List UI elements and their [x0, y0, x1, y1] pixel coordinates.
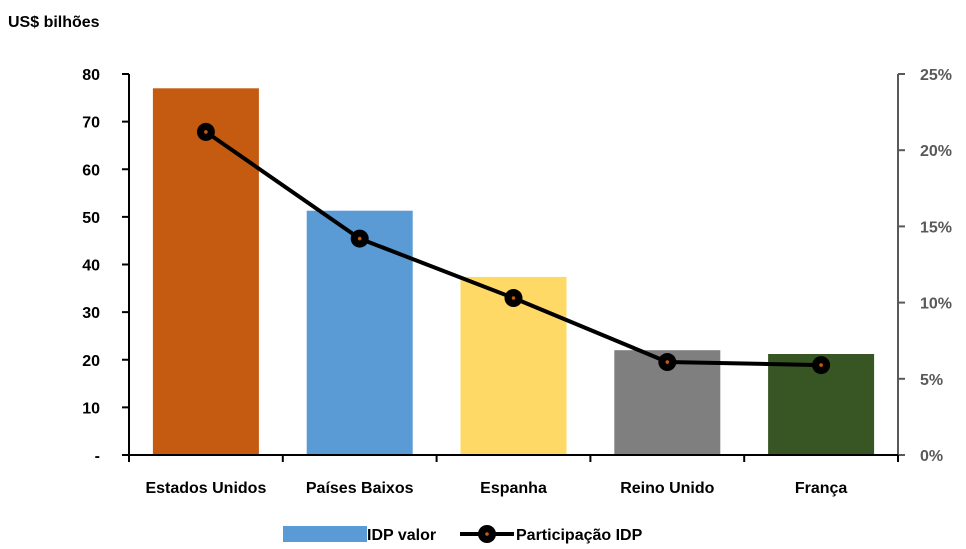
right-axis-tick-label: 0%	[920, 448, 943, 465]
left-axis-tick-label: 80	[82, 67, 100, 84]
legend: IDP valor Participação IDP	[283, 525, 643, 544]
line-point-center	[511, 296, 516, 300]
x-axis-category-label: França	[795, 480, 848, 497]
left-axis-tick-label: -	[95, 448, 100, 465]
left-axis-tick-label: 40	[82, 258, 100, 275]
left-axis-tick-label: 70	[82, 115, 100, 132]
left-axis-tick-label: 10	[82, 400, 100, 417]
legend-line-marker-center	[485, 532, 489, 536]
bar-estados-unidos	[152, 88, 259, 456]
left-axis-tick-label: 60	[82, 162, 100, 179]
axes-layer	[122, 73, 905, 462]
x-axis-category-label: Espanha	[480, 480, 547, 497]
right-axis-tick-label: 5%	[920, 372, 943, 389]
right-axis-tick-label: 10%	[920, 296, 952, 313]
right-axis-tick-label: 25%	[920, 67, 952, 84]
x-axis-category-label: Reino Unido	[620, 480, 714, 497]
y-axis-unit-label: US$ bilhões	[8, 14, 100, 31]
line-point-center	[819, 363, 823, 367]
line-series-layer	[196, 122, 831, 375]
left-axis-tick-label: 50	[82, 210, 100, 227]
right-axis-tick-label: 15%	[920, 219, 952, 236]
legend-line-label: Participação IDP	[516, 527, 643, 544]
legend-bar-label: IDP valor	[367, 527, 436, 544]
line-point-center	[665, 360, 670, 364]
left-axis-tick-label: 20	[82, 353, 100, 370]
bars-layer	[152, 88, 875, 456]
line-point-center	[204, 130, 208, 134]
labels-layer: - 10 20 30 40 50 60 70 80 0% 5% 10% 15% 20% 25% Estados…	[82, 67, 952, 497]
left-axis-tick-label: 30	[82, 305, 100, 322]
x-axis-category-label: Estados Unidos	[145, 480, 266, 497]
legend-bar-swatch	[283, 526, 367, 542]
x-axis-category-label: Países Baixos	[306, 480, 414, 497]
line-point-center	[357, 236, 362, 241]
right-axis-tick-label: 20%	[920, 143, 952, 160]
